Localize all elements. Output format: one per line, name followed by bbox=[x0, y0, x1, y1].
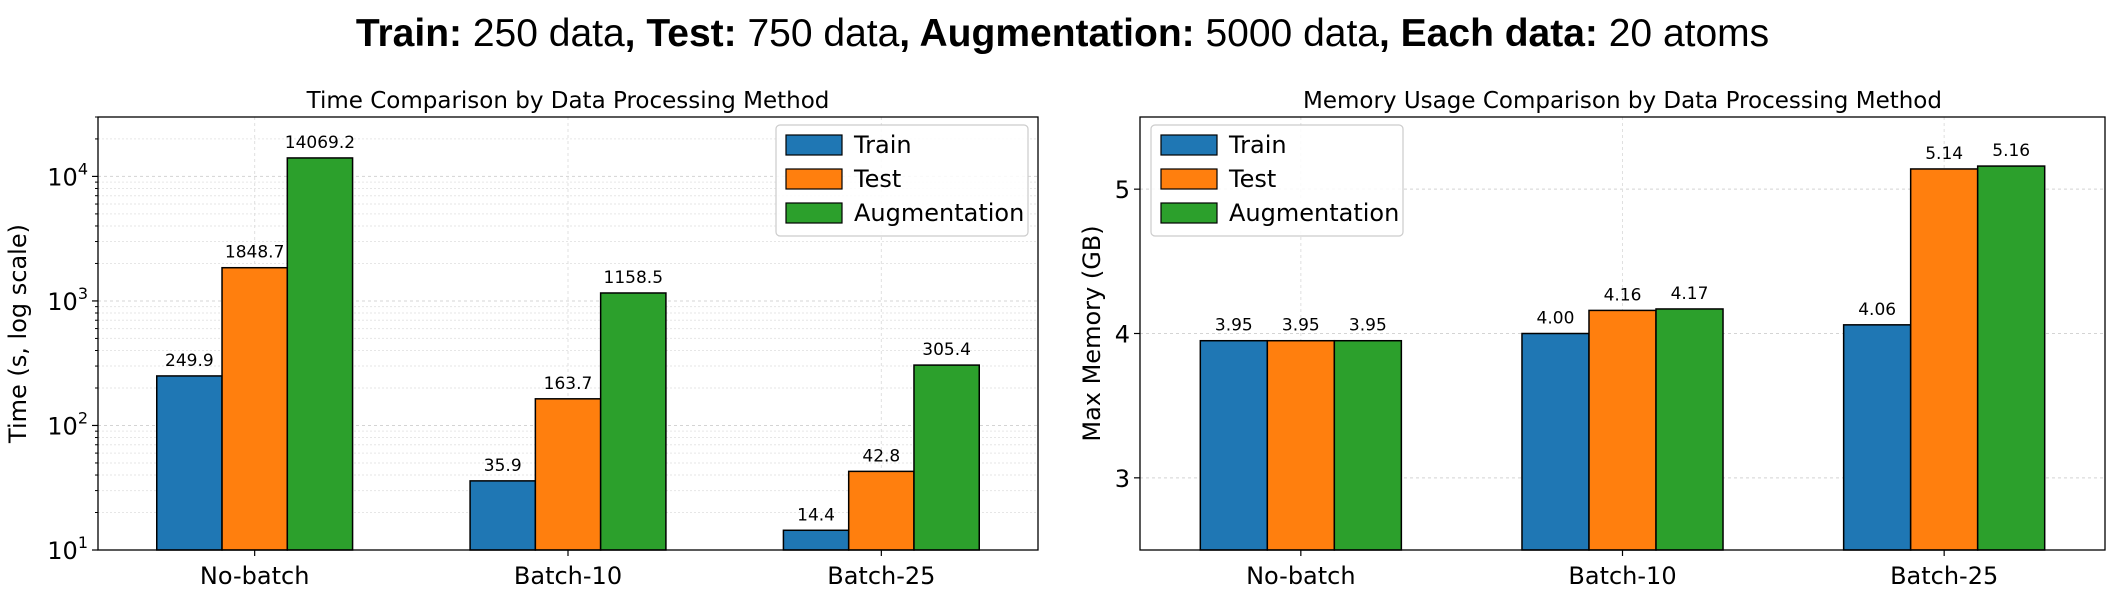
y-axis: 101 102 103 104 bbox=[47, 116, 98, 565]
data-label: 5.16 bbox=[1992, 141, 2030, 161]
data-label: 42.8 bbox=[862, 446, 900, 466]
legend-swatch-augmentation bbox=[1160, 202, 1218, 224]
bar-augmentation-batch-10 bbox=[1655, 308, 1724, 551]
y-tick-label: 101 bbox=[47, 533, 88, 565]
chart-2: 3.95 4.00 4.06 3.95 4.16 5.14 3.95 4.17 5.16 3 4 5 N… bbox=[1078, 88, 2106, 590]
legend-label-test: Test bbox=[1228, 165, 1276, 193]
title-train-value: 250 data bbox=[462, 12, 625, 55]
bar-augmentation-no-batch bbox=[1333, 339, 1403, 551]
data-label: 163.7 bbox=[544, 374, 593, 394]
data-label: 305.4 bbox=[922, 340, 971, 360]
bar-test-batch-25 bbox=[847, 470, 915, 551]
x-axis: No-batch Batch-10 Batch-25 bbox=[1246, 550, 1998, 590]
bar-augmentation-batch-25 bbox=[913, 364, 981, 551]
data-label: 4.00 bbox=[1537, 309, 1575, 329]
x-tick-label: Batch-25 bbox=[827, 562, 935, 590]
bar-augmentation-batch-10 bbox=[599, 292, 667, 551]
title-each-key: , Each data: bbox=[1379, 12, 1598, 55]
legend-label-train: Train bbox=[1228, 131, 1287, 159]
y-axis-label: Time (s, log scale) bbox=[4, 224, 32, 444]
x-tick-label: Batch-10 bbox=[1568, 562, 1676, 590]
data-label: 3.95 bbox=[1282, 316, 1320, 336]
y-tick-label: 102 bbox=[47, 408, 88, 440]
bar-train-batch-25 bbox=[1842, 324, 1912, 551]
x-tick-label: Batch-25 bbox=[1890, 562, 1998, 590]
data-label: 4.16 bbox=[1604, 285, 1642, 305]
data-label: 3.95 bbox=[1215, 316, 1253, 336]
data-label: 5.14 bbox=[1925, 144, 1963, 164]
legend-label-train: Train bbox=[853, 131, 912, 159]
bar-augmentation-no-batch bbox=[286, 157, 354, 551]
chart-1: 249.9 35.9 14.4 1848.7 163.7 42.8 14069.2 1158.… bbox=[4, 88, 1039, 590]
y-tick-label: 103 bbox=[47, 284, 88, 316]
title-train-key: Train: bbox=[355, 12, 463, 55]
legend-swatch-test bbox=[1160, 168, 1218, 190]
y-axis-label: Max Memory (GB) bbox=[1078, 225, 1106, 441]
bar-train-batch-25 bbox=[782, 529, 850, 551]
data-label: 14069.2 bbox=[285, 133, 355, 153]
data-label: 14.4 bbox=[797, 505, 835, 525]
title-augmentation-value: 5000 data bbox=[1194, 12, 1379, 55]
x-tick-label: No-batch bbox=[200, 562, 310, 590]
y-axis: 3 4 5 bbox=[1115, 176, 1140, 493]
title-each-value: 20 atoms bbox=[1597, 12, 1770, 55]
legend: Train Test Augmentation bbox=[775, 124, 1029, 237]
data-label: 4.17 bbox=[1671, 284, 1709, 304]
legend-label-augmentation: Augmentation bbox=[854, 199, 1024, 227]
title-test-key: , Test: bbox=[624, 12, 737, 55]
figure-title: Train: 250 data, Test: 750 data, Augment… bbox=[0, 12, 2125, 68]
data-label: 249.9 bbox=[165, 351, 214, 371]
data-label: 4.06 bbox=[1858, 300, 1896, 320]
legend-label-test: Test bbox=[853, 165, 901, 193]
bar-test-no-batch bbox=[1266, 339, 1336, 551]
chart-title: Time Comparison by Data Processing Metho… bbox=[306, 88, 830, 114]
bar-train-no-batch bbox=[1199, 339, 1269, 551]
chart-title: Memory Usage Comparison by Data Processi… bbox=[1303, 88, 1942, 114]
bar-train-batch-10 bbox=[469, 480, 537, 551]
title-test-value: 750 data bbox=[736, 12, 900, 55]
bar-test-batch-10 bbox=[534, 398, 602, 551]
bars: 3.95 4.00 4.06 3.95 4.16 5.14 3.95 4.17 5.16 bbox=[1199, 141, 2046, 551]
y-tick-label: 3 bbox=[1115, 465, 1130, 493]
legend-swatch-train bbox=[785, 134, 843, 156]
title-augmentation-key: , Augmentation: bbox=[899, 12, 1195, 55]
bar-test-batch-10 bbox=[1588, 309, 1657, 551]
legend-label-augmentation: Augmentation bbox=[1229, 199, 1399, 227]
y-tick-label: 104 bbox=[47, 159, 88, 191]
legend-swatch-augmentation bbox=[785, 202, 843, 224]
bar-test-batch-25 bbox=[1909, 168, 1979, 551]
x-axis: No-batch Batch-10 Batch-25 bbox=[200, 550, 935, 590]
bar-test-no-batch bbox=[221, 266, 289, 551]
bar-train-batch-10 bbox=[1521, 332, 1590, 551]
x-tick-label: No-batch bbox=[1246, 562, 1356, 590]
legend-swatch-test bbox=[785, 168, 843, 190]
data-label: 1158.5 bbox=[604, 268, 663, 288]
y-tick-label: 4 bbox=[1115, 321, 1130, 349]
bar-augmentation-batch-25 bbox=[1976, 165, 2046, 551]
data-label: 35.9 bbox=[484, 456, 522, 476]
y-tick-label: 5 bbox=[1115, 176, 1130, 204]
legend-swatch-train bbox=[1160, 134, 1218, 156]
bars: 249.9 35.9 14.4 1848.7 163.7 42.8 14069.2 1158.… bbox=[156, 133, 981, 551]
data-label: 1848.7 bbox=[225, 243, 284, 263]
bar-train-no-batch bbox=[156, 375, 223, 551]
legend: Train Test Augmentation bbox=[1150, 124, 1404, 237]
x-tick-label: Batch-10 bbox=[514, 562, 622, 590]
data-label: 3.95 bbox=[1349, 316, 1387, 336]
